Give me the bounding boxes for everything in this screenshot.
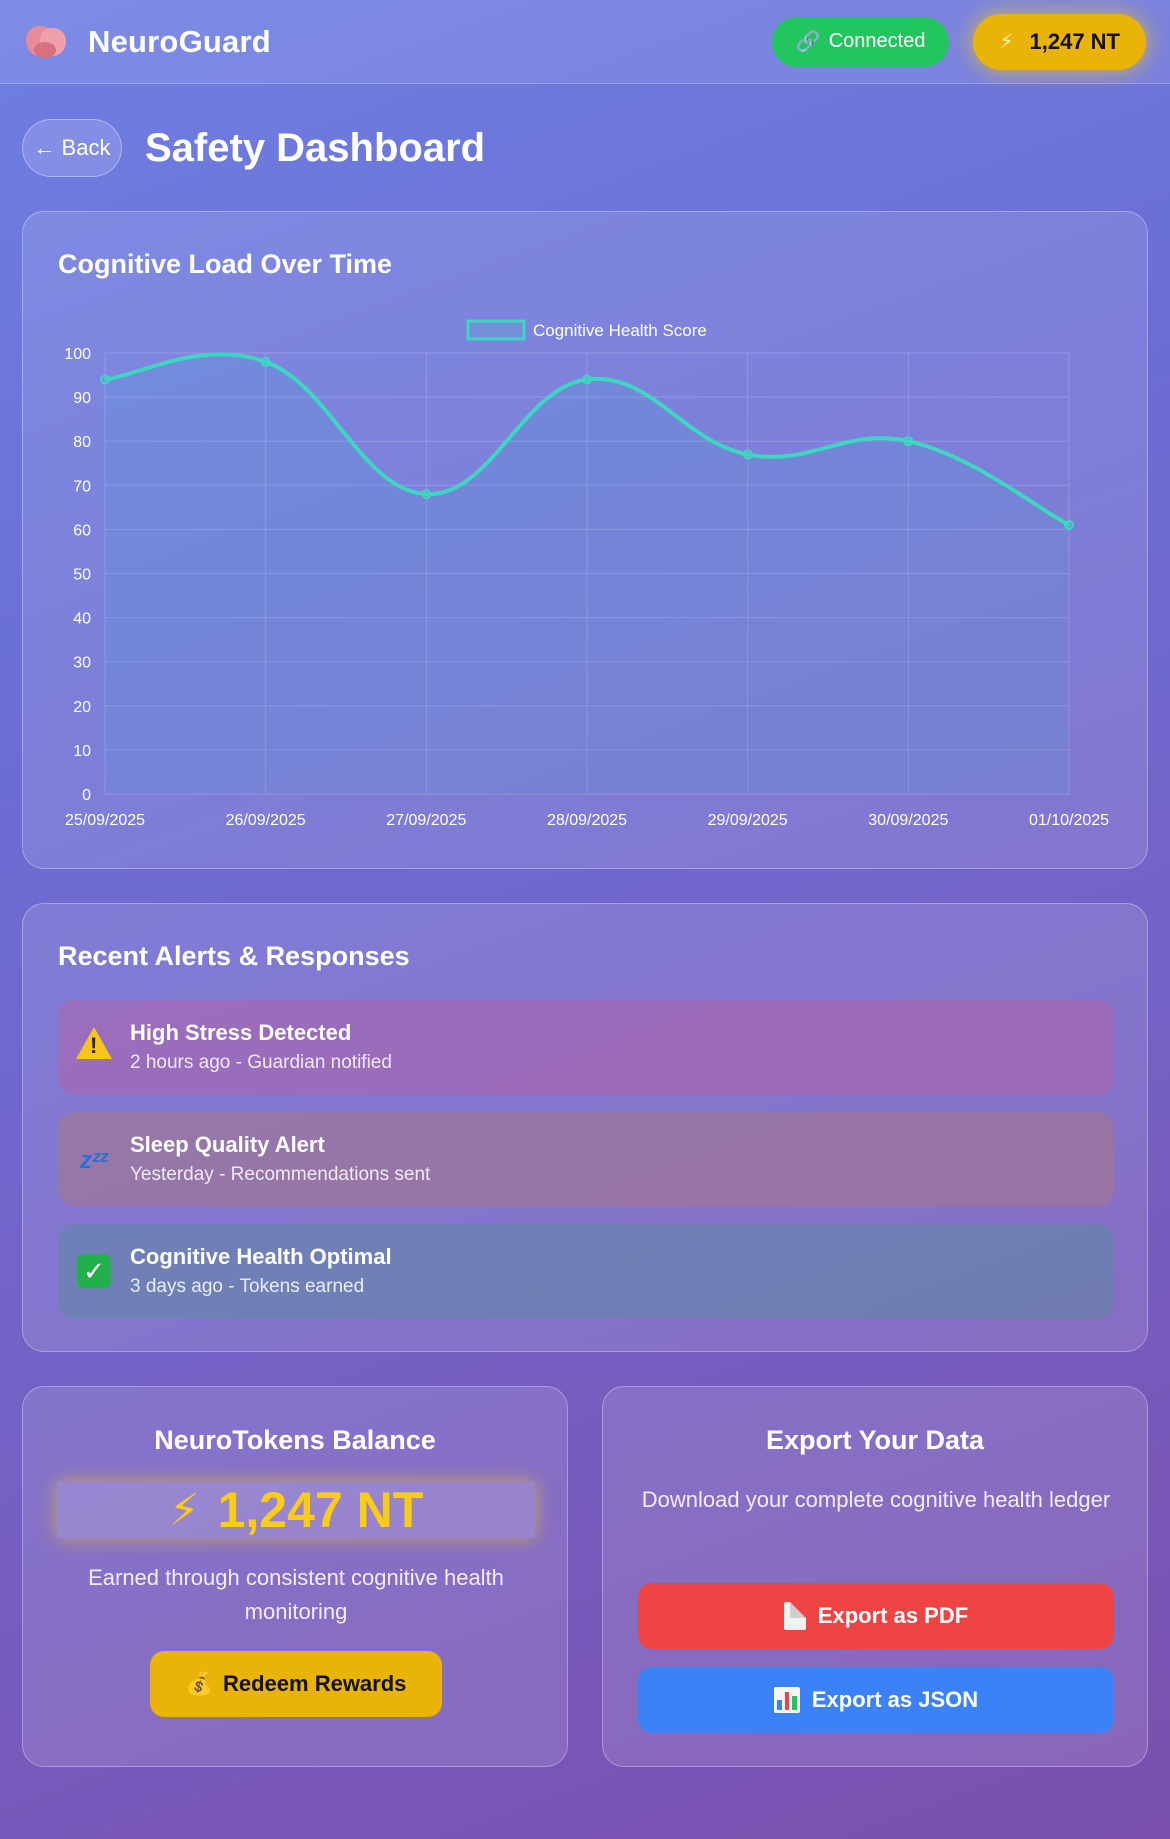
arrow-left-icon: ←: [33, 135, 56, 160]
x-tick-label: 29/09/2025: [708, 812, 788, 829]
redeem-label: Redeem Rewards: [222, 1671, 407, 1696]
y-tick-label: 90: [73, 390, 91, 407]
legend-swatch: [466, 319, 526, 341]
tokens-description: Earned through consistent cognitive heal…: [88, 1565, 504, 1624]
y-tick-label: 100: [64, 346, 91, 363]
connection-status-button[interactable]: 🔗 Connected: [771, 16, 950, 67]
token-balance-display: ⚡ 1,247 NT: [57, 1482, 535, 1538]
data-point[interactable]: [100, 374, 110, 385]
link-icon: 🔗: [795, 31, 821, 53]
y-tick-label: 40: [73, 611, 91, 628]
redeem-rewards-button[interactable]: 💰 Redeem Rewards: [150, 1651, 442, 1717]
check-icon: ✓: [77, 1254, 111, 1288]
y-tick-label: 30: [73, 655, 91, 672]
alert-title: Sleep Quality Alert: [130, 1132, 325, 1157]
neurotokens-balance-card: NeuroTokens Balance ⚡ 1,247 NT Earned th…: [22, 1386, 568, 1767]
chart-grid: [104, 352, 1070, 795]
token-balance-button[interactable]: ⚡ 1,247 NT: [973, 13, 1146, 70]
x-tick-label: 01/10/2025: [1029, 812, 1109, 829]
lightning-icon: ⚡: [168, 1485, 200, 1535]
tokens-title: NeuroTokens Balance: [154, 1425, 436, 1455]
data-point[interactable]: [903, 436, 914, 447]
series-line-cognitive-health-score: [104, 352, 1070, 527]
alerts-title: Recent Alerts & Responses: [58, 941, 410, 971]
lightning-icon: ⚡: [999, 31, 1014, 53]
y-tick-label: 50: [73, 567, 91, 584]
x-tick-label: 26/09/2025: [226, 812, 306, 829]
alert-subtitle: 3 days ago - Tokens earned: [130, 1276, 365, 1297]
x-tick-label: 25/09/2025: [65, 812, 145, 829]
money-bag-icon: 💰: [185, 1671, 213, 1696]
y-tick-label: 60: [73, 522, 91, 539]
back-button[interactable]: ← Back: [22, 119, 122, 177]
y-tick-label: 70: [73, 478, 91, 495]
export-pdf-button[interactable]: Export as PDF: [638, 1583, 1114, 1649]
token-balance-value: 1,247 NT: [217, 1482, 424, 1538]
legend-label: Cognitive Health Score: [533, 321, 707, 340]
data-point[interactable]: [260, 356, 271, 367]
data-point[interactable]: [742, 449, 753, 460]
alert-title: Cognitive Health Optimal: [130, 1244, 392, 1269]
y-tick-label: 80: [73, 434, 91, 451]
alert-subtitle: Yesterday - Recommendations sent: [130, 1164, 431, 1185]
connection-status-label: Connected: [828, 30, 926, 52]
export-description: Download your complete cognitive health …: [641, 1487, 1111, 1512]
alert-item-sleep-quality[interactable]: zᶻᶻ Sleep Quality Alert Yesterday - Reco…: [58, 1112, 1114, 1206]
page-title: Safety Dashboard: [145, 126, 486, 170]
chart-title: Cognitive Load Over Time: [58, 249, 393, 279]
cognitive-load-chart-card: Cognitive Load Over Time 0 10 20 30 40 50 60 70…: [22, 211, 1148, 869]
x-tick-label: 28/09/2025: [547, 812, 627, 829]
recent-alerts-card: Recent Alerts & Responses ! High Stress …: [22, 903, 1148, 1352]
export-title: Export Your Data: [765, 1425, 985, 1455]
token-balance-label: 1,247 NT: [1029, 28, 1121, 54]
back-label: Back: [61, 135, 111, 160]
export-json-button[interactable]: Export as JSON: [638, 1667, 1114, 1733]
export-pdf-label: Export as PDF: [817, 1603, 969, 1628]
data-point[interactable]: [1064, 519, 1074, 530]
alert-subtitle: 2 hours ago - Guardian notified: [130, 1052, 392, 1073]
y-tick-label: 20: [73, 699, 91, 716]
y-tick-label: 10: [73, 743, 91, 760]
sleep-icon: zᶻᶻ: [80, 1147, 108, 1174]
brain-icon: [24, 22, 68, 62]
y-axis-ticks: 0 10 20 30 40 50 60 70 80 90 100: [64, 346, 91, 804]
x-tick-label: 27/09/2025: [386, 812, 466, 829]
chart-points: [100, 356, 1074, 530]
document-icon: [783, 1602, 806, 1630]
alert-item-cognitive-health[interactable]: ✓ Cognitive Health Optimal 3 days ago - …: [58, 1224, 1114, 1318]
data-point[interactable]: [421, 489, 432, 500]
data-point[interactable]: [582, 374, 592, 385]
x-tick-label: 30/09/2025: [868, 812, 948, 829]
x-axis-ticks: 25/09/2025 26/09/2025 27/09/2025 28/09/2025…: [65, 812, 1109, 829]
export-data-card: Export Your Data Download your complete …: [602, 1386, 1148, 1767]
alert-title: High Stress Detected: [130, 1020, 352, 1045]
chart-legend[interactable]: Cognitive Health Score: [466, 319, 707, 341]
cognitive-load-chart: 0 10 20 30 40 50 60 70 80 90 100 25/09/2025 26/09/2…: [64, 319, 1109, 829]
warning-icon: !: [76, 1027, 112, 1059]
alert-item-high-stress[interactable]: ! High Stress Detected 2 hours ago - Gua…: [58, 1000, 1114, 1094]
top-bar: NeuroGuard 🔗 Connected ⚡ 1,247 NT: [0, 0, 1170, 84]
chart-area-fill: [105, 354, 1069, 794]
app-title: NeuroGuard: [88, 23, 271, 59]
bar-chart-icon: [773, 1687, 800, 1713]
y-tick-label: 0: [82, 787, 91, 804]
export-json-label: Export as JSON: [811, 1687, 979, 1712]
